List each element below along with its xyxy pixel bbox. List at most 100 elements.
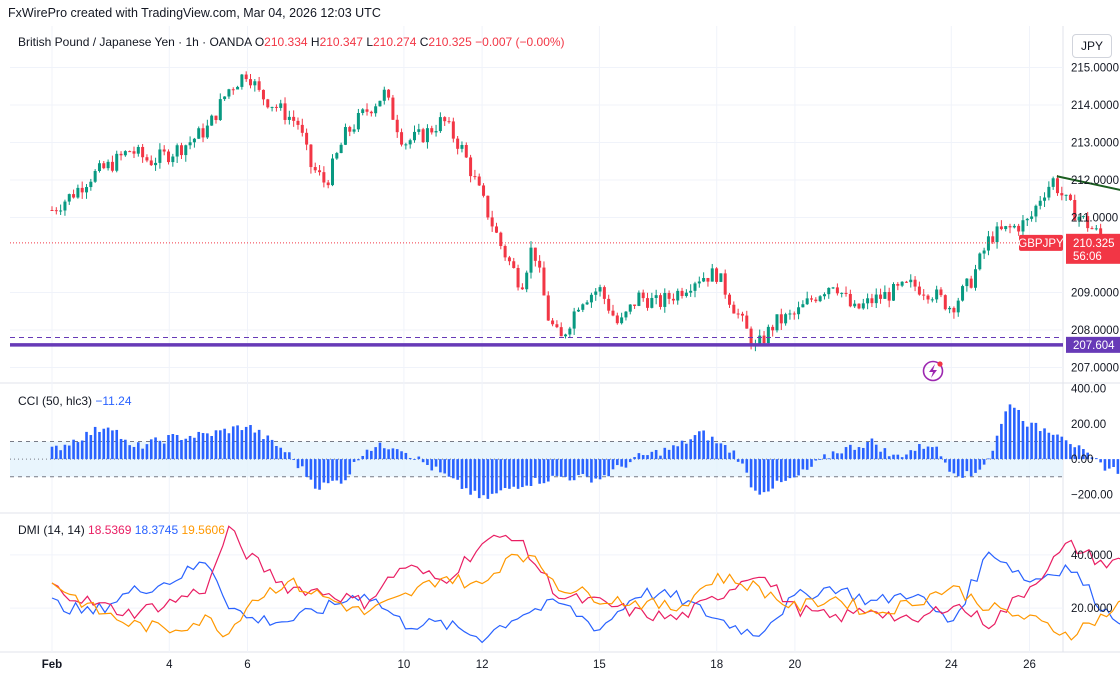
candle-body [986, 236, 990, 251]
cci-bar [922, 448, 926, 460]
candle-body [236, 86, 240, 90]
candle-body [179, 145, 183, 156]
cci-bar [400, 451, 403, 460]
cci-bar [98, 431, 101, 460]
cci-bar [736, 459, 740, 462]
candle-body [615, 315, 619, 324]
cci-bar [965, 459, 969, 472]
candle-body [50, 210, 54, 211]
candle-body [788, 313, 792, 315]
candle-body [775, 314, 779, 331]
cci-bar [326, 459, 330, 484]
candle-body [641, 292, 645, 299]
candle-body [223, 96, 227, 100]
candle-body [1038, 200, 1042, 206]
candle-body [723, 273, 727, 295]
cci-bar [969, 459, 973, 477]
candle-body [1004, 226, 1008, 230]
candle-body [745, 315, 749, 329]
candle-body [421, 129, 425, 143]
candle-body [123, 151, 127, 156]
cci-bar [128, 445, 131, 460]
cci-bar [76, 442, 80, 460]
candle-body [650, 297, 654, 308]
cci-bar [715, 443, 718, 460]
cci-bar [641, 455, 645, 460]
cci-tick-label: 200.00 [1071, 419, 1106, 431]
candle-body [848, 293, 852, 307]
candle-body [840, 292, 844, 294]
cci-bar [469, 459, 472, 495]
candle-body [93, 171, 97, 182]
candle-body [637, 292, 641, 306]
candle-body [1055, 178, 1059, 194]
currency-button[interactable]: JPY [1072, 34, 1112, 58]
candle-body [1060, 193, 1064, 196]
cci-bar [866, 441, 869, 460]
candle-body [63, 201, 67, 211]
candle-body [494, 226, 498, 233]
cci-bar [909, 450, 913, 460]
price-tick-label: 207.0000 [1071, 363, 1119, 375]
candle-body [404, 144, 408, 146]
cci-bar [978, 459, 982, 470]
candle-body [1043, 197, 1047, 201]
candle-body [810, 298, 814, 300]
candle-body [585, 302, 589, 305]
candle-body [361, 109, 365, 113]
cci-legend[interactable]: CCI (50, hlc3) −11.24 [18, 394, 132, 408]
candle-body [54, 210, 58, 212]
cci-bar [106, 427, 110, 460]
symbol-name[interactable]: British Pound / Japanese Yen · 1h · OAND… [18, 35, 252, 49]
cci-bar [102, 428, 106, 460]
cci-bar [124, 439, 127, 460]
candle-body [762, 335, 766, 344]
cci-bar [59, 450, 62, 460]
candle-body [814, 299, 818, 302]
candle-body [266, 99, 270, 108]
cci-bar [171, 434, 175, 460]
cci-bar [628, 459, 632, 463]
cci-bar [546, 459, 550, 482]
candle-body [926, 295, 930, 300]
candle-body [956, 300, 960, 313]
candle-body [67, 194, 71, 202]
candle-body [710, 268, 714, 282]
candle-body [602, 287, 606, 299]
candle-body [335, 153, 339, 159]
candle-body [978, 253, 982, 270]
cci-bar [749, 459, 753, 488]
cci-bar [598, 459, 602, 480]
cci-bar [1077, 445, 1081, 460]
candle-body [85, 187, 89, 193]
candle-body [80, 187, 84, 193]
candle-body [249, 79, 253, 86]
cci-bar [313, 459, 317, 489]
candle-body [253, 81, 257, 86]
lightning-icon[interactable] [922, 360, 944, 382]
candle-body [434, 131, 438, 133]
cci-bar [775, 459, 779, 481]
cci-bar [797, 459, 800, 476]
cci-bar [430, 459, 434, 471]
candle-body [141, 146, 145, 158]
cci-bar [72, 439, 75, 460]
candle-body [240, 74, 244, 87]
cci-bar [93, 426, 97, 460]
cci-bar [55, 445, 58, 460]
candle-body [702, 278, 706, 282]
cci-bar [646, 455, 649, 460]
dmi-line-adx [51, 553, 1120, 641]
cci-bar [1030, 422, 1033, 460]
low-label: L [366, 35, 373, 49]
candle-body [162, 149, 166, 152]
ticker-badge[interactable]: GBPJPY [1018, 234, 1064, 251]
cci-bar [926, 446, 930, 460]
price-tick-label: 209.0000 [1071, 288, 1119, 300]
cci-bar [439, 459, 442, 473]
cci-bar [982, 459, 986, 465]
dmi-legend[interactable]: DMI (14, 14) 18.5369 18.3745 19.5606 [18, 523, 225, 537]
cci-bar [115, 429, 119, 460]
chart-credit: FxWirePro created with TradingView.com, … [8, 6, 381, 20]
